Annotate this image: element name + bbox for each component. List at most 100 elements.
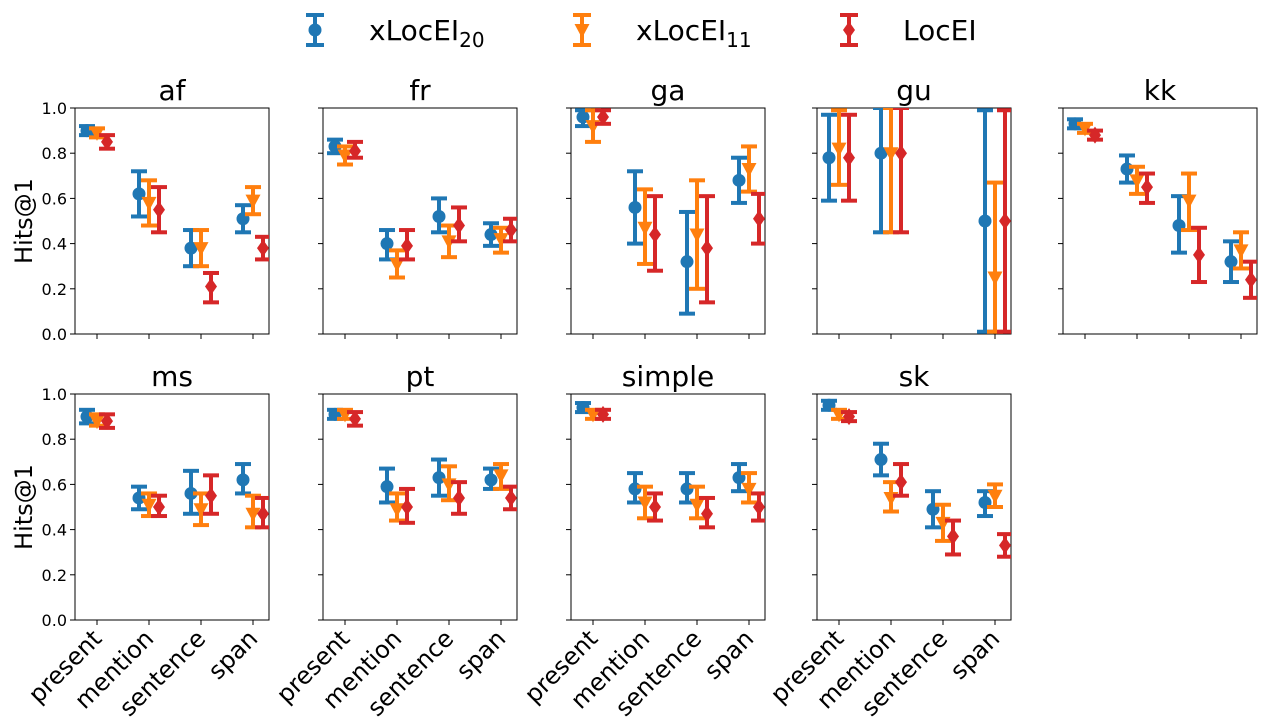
data-point-LocEI [101,133,113,151]
legend: xLocEI20 xLocEI11 LocEI [306,13,977,52]
data-point-LocEI [257,239,269,257]
x-tick-label: span [945,624,1006,685]
data-point-xLocEI11 [585,408,601,423]
data-point-xLocEI20 [680,255,694,269]
panel-frame [570,107,766,335]
data-point-LocEI [101,412,113,430]
data-point-LocEI [597,108,609,126]
errorbar-LocEI-mention [151,185,167,235]
errorbar-xLocEI11-mention [389,248,405,280]
errorbar-xLocEI11-sentence [689,178,705,291]
data-point-xLocEI20 [978,214,992,228]
panel-fr: fr [318,74,518,339]
data-point-xLocEI11 [141,196,157,211]
panel-frame [1062,107,1258,335]
panel-data [327,137,517,280]
data-point-xLocEI20 [184,241,198,255]
data-point-xLocEI11 [245,194,261,209]
errorbar-xLocEI20-sentence [183,468,199,516]
data-point-xLocEI20 [680,482,694,496]
data-point-xLocEI11 [1129,174,1145,189]
data-point-xLocEI11 [89,126,105,141]
y-tick-label: 1.0 [42,99,67,118]
data-point-xLocEI20 [874,146,888,160]
data-point-LocEI [753,498,765,516]
data-point-LocEI [1141,178,1153,196]
errorbar-xLocEI11-mention [637,484,653,521]
data-point-xLocEI11 [1233,244,1249,259]
errorbar-xLocEI11-span [987,482,1003,509]
errorbar-xLocEI20-span [235,203,251,235]
errorbar-xLocEI20-sentence [431,196,447,235]
panel-frame [322,107,518,335]
data-point-xLocEI11 [1077,122,1093,137]
errorbar-xLocEI20-mention [379,466,395,505]
panel-af: af 0.0 0.2 0.4 0.6 0.8 1.0 Hits@1 [10,74,270,344]
errorbar-xLocEI20-mention [873,441,889,478]
errorbar-xLocEI11-span [493,225,509,255]
legend-marker-diamond [843,21,855,39]
data-point-LocEI [205,278,217,296]
data-point-xLocEI20 [184,486,198,500]
x-tick-label: span [451,624,512,685]
data-point-xLocEI11 [1181,194,1197,209]
y-axis-label: Hits@1 [10,464,38,550]
panel-data [575,401,765,530]
data-point-LocEI [453,217,465,235]
data-point-xLocEI20 [236,473,250,487]
errorbar-xLocEI20-sentence [183,228,199,269]
panel-kk: kk [1058,74,1258,339]
errorbar-xLocEI11-sentence [1181,171,1197,233]
y-tick-label: 0.6 [42,189,67,208]
errorbar-xLocEI20-mention [873,108,889,235]
data-point-LocEI [999,212,1011,230]
data-point-LocEI [701,505,713,523]
legend-item-xLocEI11: xLocEI11 [573,13,752,52]
errorbar-xLocEI20-mention [131,169,147,219]
errorbar-xLocEI11-sentence [689,484,705,521]
errorbar-LocEI-present [99,412,115,430]
errorbar-xLocEI20-span [977,108,993,334]
errorbar-xLocEI11-span [741,471,757,505]
chart-panels: af 0.0 0.2 0.4 0.6 0.8 1.0 Hits@1 fr ga gu kk ms 0.0 0… [10,74,1258,722]
data-point-xLocEI11 [89,415,105,430]
data-point-LocEI [1193,246,1205,264]
data-point-xLocEI20 [822,151,836,165]
panel-data [575,108,765,316]
errorbar-LocEI-sentence [945,518,961,557]
errorbar-LocEI-sentence [699,194,715,305]
legend-item-xLocEI20: xLocEI20 [306,13,485,52]
errorbar-LocEI-sentence [451,480,467,516]
errorbar-LocEI-mention [399,486,415,525]
legend-marker-triangle-down [574,24,590,38]
data-point-xLocEI11 [831,142,847,157]
data-point-LocEI [597,405,609,423]
errorbar-xLocEI11-present [337,144,353,167]
data-point-LocEI [453,489,465,507]
data-point-xLocEI20 [484,473,498,487]
data-point-xLocEI20 [732,173,746,187]
y-tick-label: 0.6 [42,475,67,494]
errorbar-LocEI-span [503,484,517,512]
errorbar-xLocEI20-mention [131,484,147,512]
data-point-xLocEI20 [484,228,498,242]
panel-title: pt [406,360,435,393]
y-tick-label: 0.8 [42,430,67,449]
data-point-xLocEI11 [741,482,757,497]
data-point-LocEI [1089,126,1101,144]
panel-data [821,398,1011,559]
legend-label: xLocEI11 [636,14,752,52]
data-point-xLocEI11 [389,503,405,518]
panel-title: simple [622,360,714,393]
errorbar-LocEI-present [595,108,611,126]
panel-data [1067,117,1257,300]
errorbar-xLocEI20-mention [379,228,395,262]
legend-label-base: xLocEI [369,14,459,47]
data-point-LocEI [649,498,661,516]
errorbar-LocEI-present [99,133,115,151]
errorbar-LocEI-span [503,216,517,244]
data-point-xLocEI20 [1224,255,1238,269]
errorbar-LocEI-mention [151,493,167,519]
legend-item-LocEI: LocEI [840,13,977,47]
